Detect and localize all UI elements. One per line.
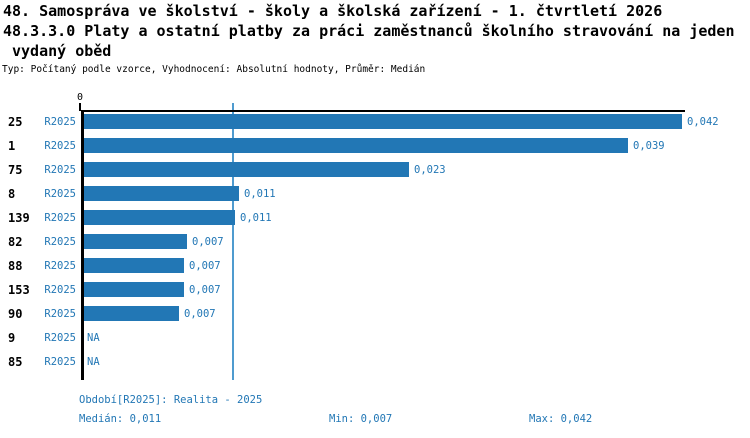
x-axis-zero-tick <box>79 103 81 111</box>
bar-value-label: 0,039 <box>633 140 665 152</box>
bar <box>84 138 628 153</box>
na-value-label: NA <box>87 356 100 368</box>
row-period-label: R2025 <box>44 140 76 152</box>
footer-min-label: Min: 0,007 <box>329 413 393 425</box>
bar-value-label: 0,023 <box>414 164 446 176</box>
bar <box>84 258 184 273</box>
row-id-label: 25 <box>8 115 23 129</box>
bar-value-label: 0,011 <box>240 212 272 224</box>
bar-value-label: 0,007 <box>189 284 221 296</box>
median-line <box>232 103 234 380</box>
bar-value-label: 0,007 <box>184 308 216 320</box>
bar <box>84 306 179 321</box>
footer-period-label: Období[R2025]: Realita - 2025 <box>79 394 263 406</box>
bar <box>84 282 184 297</box>
x-axis-zero-label: 0 <box>76 92 84 103</box>
y-axis-line <box>81 110 84 380</box>
row-id-label: 9 <box>8 331 16 345</box>
row-period-label: R2025 <box>44 212 76 224</box>
row-id-label: 8 <box>8 187 16 201</box>
footer-median-label: Medián: 0,011 <box>79 413 162 425</box>
bar-value-label: 0,007 <box>192 236 224 248</box>
footer-max-label: Max: 0,042 <box>529 413 593 425</box>
bar-value-label: 0,042 <box>687 116 719 128</box>
bar-value-label: 0,007 <box>189 260 221 272</box>
bar <box>84 234 187 249</box>
row-period-label: R2025 <box>44 356 76 368</box>
row-id-label: 75 <box>8 163 23 177</box>
row-id-label: 153 <box>8 283 30 297</box>
row-period-label: R2025 <box>44 116 76 128</box>
bar <box>84 114 682 129</box>
row-id-label: 88 <box>8 259 23 273</box>
row-id-label: 85 <box>8 355 23 369</box>
row-period-label: R2025 <box>44 332 76 344</box>
row-id-label: 82 <box>8 235 23 249</box>
chart-title-line1: 48. Samospráva ve školství - školy a ško… <box>3 2 663 20</box>
chart-title-line2: 48.3.3.0 Platy a ostatní platby za práci… <box>3 22 735 40</box>
na-value-label: NA <box>87 332 100 344</box>
chart-subtitle: Typ: Počítaný podle vzorce, Vyhodnocení:… <box>2 64 426 75</box>
row-id-label: 139 <box>8 211 30 225</box>
row-period-label: R2025 <box>44 236 76 248</box>
row-period-label: R2025 <box>44 308 76 320</box>
bar <box>84 186 239 201</box>
bar-value-label: 0,011 <box>244 188 276 200</box>
row-period-label: R2025 <box>44 260 76 272</box>
x-axis-line <box>81 110 685 112</box>
bar <box>84 210 235 225</box>
bar <box>84 162 409 177</box>
row-period-label: R2025 <box>44 284 76 296</box>
row-id-label: 90 <box>8 307 23 321</box>
row-period-label: R2025 <box>44 164 76 176</box>
row-id-label: 1 <box>8 139 16 153</box>
chart-title-line3: vydaný oběd <box>12 42 112 60</box>
row-period-label: R2025 <box>44 188 76 200</box>
